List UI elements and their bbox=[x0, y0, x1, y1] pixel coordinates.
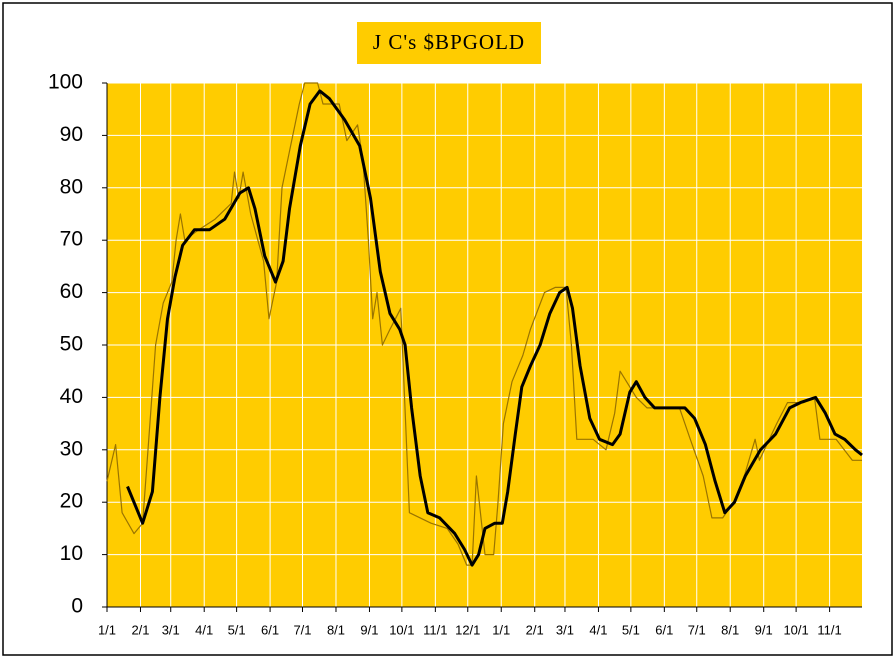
y-tick-label: 0 bbox=[71, 595, 83, 618]
x-tick-label: 4/1 bbox=[589, 622, 607, 637]
x-tick-label: 6/1 bbox=[655, 622, 673, 637]
x-tick-label: 10/1 bbox=[783, 622, 808, 637]
y-tick-label: 40 bbox=[60, 385, 83, 408]
x-tick-label: 6/1 bbox=[261, 622, 279, 637]
x-tick-label: 9/1 bbox=[360, 622, 378, 637]
x-tick-label: 8/1 bbox=[327, 622, 345, 637]
x-tick-label: 11/1 bbox=[423, 622, 447, 637]
series-line bbox=[126, 89, 863, 567]
grid bbox=[102, 82, 862, 612]
x-tick-label: 3/1 bbox=[556, 622, 574, 637]
y-tick-label: 90 bbox=[60, 123, 83, 146]
x-tick-label: 5/1 bbox=[622, 622, 640, 637]
x-tick-label: 5/1 bbox=[228, 622, 246, 637]
lines bbox=[106, 82, 863, 567]
x-tick-label: 3/1 bbox=[162, 622, 180, 637]
x-tick-label: 8/1 bbox=[721, 622, 739, 637]
x-tick-label: 11/1 bbox=[817, 622, 841, 637]
y-tick-label: 50 bbox=[60, 333, 83, 356]
y-tick-label: 60 bbox=[60, 280, 83, 303]
x-tick-label: 12/1 bbox=[455, 622, 480, 637]
x-tick-label: 2/1 bbox=[526, 622, 544, 637]
chart-title: J C's $BPGOLD bbox=[373, 30, 525, 54]
x-tick-label: 10/1 bbox=[389, 622, 414, 637]
x-tick-label: 7/1 bbox=[688, 622, 706, 637]
x-tick-label: 1/1 bbox=[98, 622, 116, 637]
title-box bbox=[357, 22, 541, 64]
y-tick-label: 30 bbox=[60, 437, 83, 460]
series-line bbox=[106, 82, 862, 566]
y-tick-label: 80 bbox=[60, 175, 83, 198]
y-tick-label: 20 bbox=[60, 490, 83, 513]
x-tick-label: 4/1 bbox=[195, 622, 213, 637]
y-tick-label: 70 bbox=[60, 228, 83, 251]
x-tick-label: 1/1 bbox=[492, 622, 510, 637]
x-tick-label: 9/1 bbox=[755, 622, 773, 637]
y-tick-label: 10 bbox=[60, 542, 83, 565]
x-tick-label: 7/1 bbox=[293, 622, 311, 637]
x-tick-label: 2/1 bbox=[131, 622, 149, 637]
y-tick-label: 100 bbox=[48, 71, 83, 94]
